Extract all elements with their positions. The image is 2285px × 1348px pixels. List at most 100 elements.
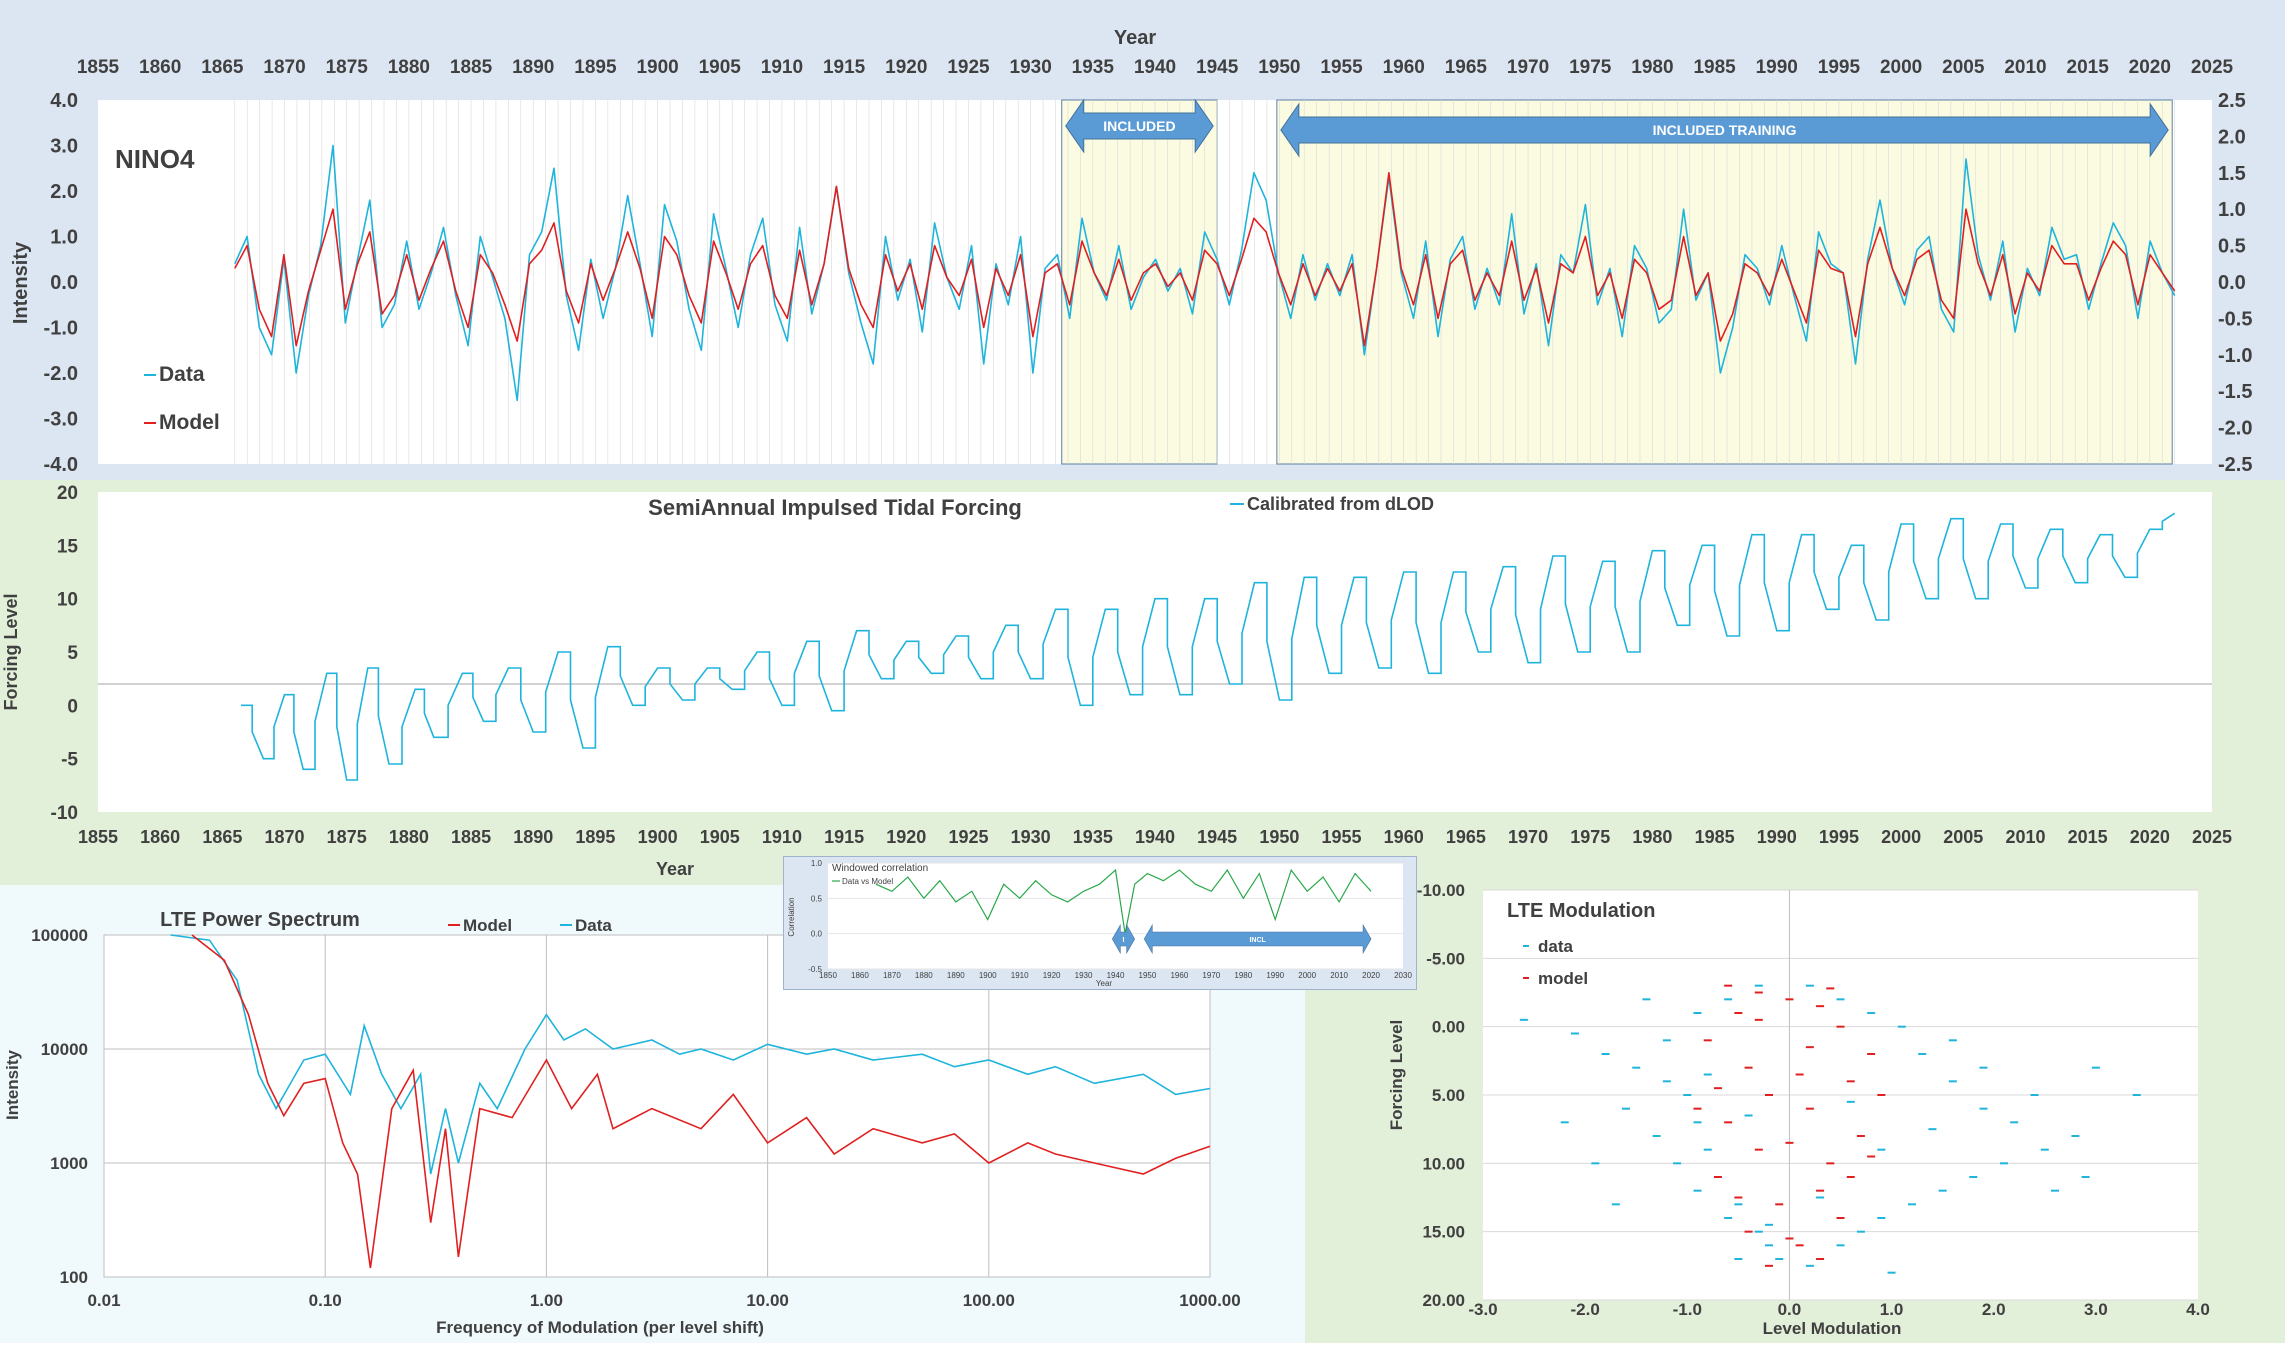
y-tick-label: 0.0	[811, 930, 823, 939]
nino4-chart: Year NINO4 Intensity INCLUDED INCLUDED TR…	[10, 27, 2252, 476]
y2-tick-label: 1.0	[2218, 199, 2246, 221]
x-tick-label: 1965	[1446, 827, 1486, 847]
x-tick-label: 2010	[1330, 971, 1348, 980]
x-tick-label: 1915	[823, 57, 866, 78]
x-tick-label: 1860	[851, 971, 869, 980]
x-tick-label: -3.0	[1468, 1300, 1497, 1319]
tidal-title: SemiAnnual Impulsed Tidal Forcing	[648, 495, 1022, 520]
y-tick-label: 10	[57, 590, 78, 611]
x-tick-label: 1900	[636, 57, 678, 78]
x-tick-label: 1950	[1259, 827, 1299, 847]
x-tick-label: 1975	[1570, 827, 1610, 847]
y2-tick-label: 2.0	[2218, 126, 2246, 148]
series-data	[170, 934, 1211, 1175]
x-tick-label: 0.10	[309, 1291, 342, 1310]
windowed-xlabel: Year	[1096, 979, 1113, 988]
y-tick-label: -5.00	[1426, 949, 1465, 968]
y-tick-label: -3.0	[44, 409, 78, 431]
x-tick-label: 2020	[2130, 827, 2170, 847]
spectrum-title: LTE Power Spectrum	[160, 909, 360, 931]
nino4-panel: Year NINO4 Intensity INCLUDED INCLUDED TR…	[0, 0, 2285, 480]
series-model	[234, 172, 2176, 347]
legend-label-model: model	[1538, 969, 1588, 988]
x-tick-label: 2015	[2068, 827, 2108, 847]
y-tick-label: -0.5	[808, 965, 822, 974]
x-tick-label: 1970	[1508, 827, 1548, 847]
x-tick-label: 1950	[1139, 971, 1157, 980]
y-tick-label: 0	[67, 696, 78, 717]
y-tick-label: -10.00	[1417, 881, 1465, 900]
y-tick-label: 0.5	[811, 894, 823, 903]
x-tick-label: 1970	[1507, 57, 1549, 78]
x-tick-label: 1880	[915, 971, 933, 980]
x-tick-label: 1865	[201, 57, 244, 78]
tidal-ylabel: Forcing Level	[1, 593, 21, 710]
tidal-xlabel: Year	[656, 859, 694, 879]
x-tick-label: 1935	[1073, 827, 1113, 847]
x-tick-label: 100.00	[963, 1291, 1015, 1310]
x-tick-label: -2.0	[1570, 1300, 1599, 1319]
y-tick-label: 20.00	[1422, 1291, 1465, 1310]
tidal-chart: SemiAnnual Impulsed Tidal Forcing Year F…	[1, 483, 2232, 879]
x-tick-label: 2010	[2005, 827, 2045, 847]
y2-tick-label: 0.0	[2218, 272, 2246, 294]
x-tick-label: 1960	[1170, 971, 1188, 980]
x-tick-label: 1980	[1631, 57, 1673, 78]
x-tick-label: 1975	[1569, 57, 1612, 78]
legend-label-data: Data	[159, 363, 205, 386]
x-tick-label: 1885	[451, 827, 491, 847]
windowed-title: Windowed correlation	[832, 863, 928, 874]
x-tick-label: 2025	[2192, 827, 2232, 847]
y-tick-label: 10000	[41, 1040, 88, 1059]
y-tick-label: 15	[57, 536, 79, 557]
included-arrow-0	[1065, 98, 1214, 154]
x-tick-label: 1875	[327, 827, 367, 847]
x-tick-label: 1935	[1072, 57, 1115, 78]
x-tick-label: 1890	[513, 827, 553, 847]
y2-tick-label: -1.5	[2218, 381, 2252, 403]
y-tick-label: -2.0	[44, 363, 78, 385]
y-tick-label: 100	[60, 1268, 88, 1287]
x-tick-label: 10.00	[746, 1291, 789, 1310]
x-tick-label: 2010	[2004, 57, 2046, 78]
y-tick-label: 20	[57, 483, 78, 504]
x-tick-label: 2005	[1942, 57, 1985, 78]
x-tick-label: 1970	[1202, 971, 1220, 980]
x-tick-label: 1990	[1266, 971, 1284, 980]
x-tick-label: 1890	[947, 971, 965, 980]
included-arrow-label-1: INCLUDED TRAINING	[1653, 122, 1797, 138]
spectrum-plot-area	[103, 934, 1211, 1278]
x-tick-label: 1865	[202, 827, 242, 847]
x-tick-label: 1990	[1757, 827, 1797, 847]
modulation-ylabel: Forcing Level	[1387, 1020, 1406, 1131]
y-tick-label: 1.0	[50, 227, 78, 249]
y2-tick-label: 1.5	[2218, 163, 2246, 185]
x-tick-label: 1930	[1075, 971, 1093, 980]
x-tick-label: 1995	[1818, 57, 1861, 78]
y-tick-label: -1.0	[44, 318, 78, 340]
x-tick-label: 1930	[1010, 57, 1052, 78]
windowed-inset: Windowed correlation Year Correlation 18…	[783, 856, 1417, 990]
x-tick-label: 2000	[1881, 827, 1921, 847]
x-tick-label: 1985	[1693, 57, 1736, 78]
windowed-ylabel: Correlation	[787, 897, 796, 936]
x-tick-label: 1990	[1756, 57, 1798, 78]
legend-label-model: Model	[463, 916, 512, 935]
spectrum-ylabel: Intensity	[3, 1050, 22, 1120]
x-tick-label: 1850	[819, 971, 837, 980]
windowed-arrow-0	[1111, 923, 1136, 955]
x-tick-label: 1945	[1196, 57, 1239, 78]
x-tick-label: 1.00	[530, 1291, 563, 1310]
x-tick-label: 1985	[1695, 827, 1735, 847]
tidal-panel: SemiAnnual Impulsed Tidal Forcing Year F…	[0, 480, 2285, 885]
y-tick-label: 5.00	[1432, 1086, 1465, 1105]
x-tick-label: 3.0	[2084, 1300, 2108, 1319]
y-tick-label: 1000	[50, 1154, 88, 1173]
modulation-panel: LTE Modulation Level Modulation Forcing …	[1305, 865, 2285, 1343]
y2-tick-label: 0.5	[2218, 236, 2246, 258]
tidal-plot-area	[98, 492, 2212, 812]
x-tick-label: 1870	[263, 57, 305, 78]
y-tick-label: 15.00	[1422, 1223, 1465, 1242]
x-tick-label: 1950	[1258, 57, 1300, 78]
x-tick-label: 1900	[979, 971, 997, 980]
